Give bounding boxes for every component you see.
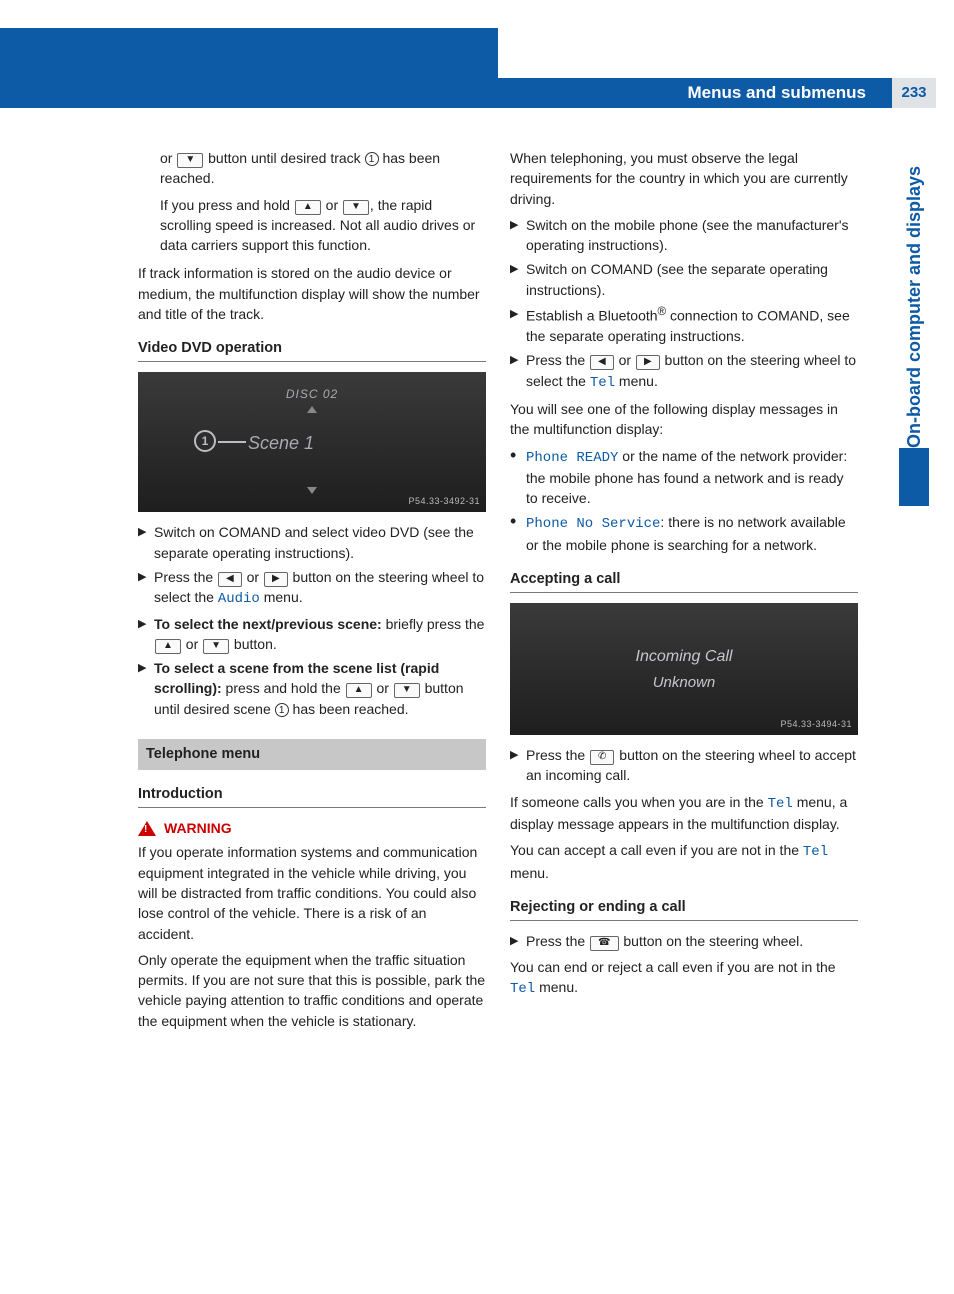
step: ▶ Switch on COMAND and select video DVD … — [138, 522, 486, 563]
side-tab-block — [899, 448, 929, 506]
triangle-up-icon — [307, 406, 317, 413]
section-heading: Video DVD operation — [138, 338, 486, 362]
up-key-icon: ▲ — [295, 200, 321, 215]
up-key-icon: ▲ — [155, 639, 181, 654]
triangle-right-icon: ▶ — [510, 215, 526, 256]
registered-icon: ® — [658, 305, 667, 318]
page-number: 233 — [892, 78, 936, 108]
disc-label: DISC 02 — [138, 386, 486, 403]
triangle-right-icon: ▶ — [510, 259, 526, 300]
display-dvd-image: DISC 02 1 Scene 1 P54.33-3492-31 — [138, 372, 486, 512]
triangle-right-icon: ▶ — [510, 350, 526, 393]
side-tab-text: On-board computer and displays — [901, 166, 927, 448]
warning-text: Only operate the equipment when the traf… — [138, 950, 486, 1031]
warning-text: If you operate information systems and c… — [138, 842, 486, 943]
triangle-right-icon: ▶ — [510, 931, 526, 951]
down-key-icon: ▼ — [203, 639, 229, 654]
list-item: • Phone No Service: there is no network … — [510, 512, 858, 555]
display-msg: Phone No Service — [526, 516, 660, 532]
para: If someone calls you when you are in the… — [510, 792, 858, 835]
section-heading: Accepting a call — [510, 569, 858, 593]
step: ▶ To select the next/previous scene: bri… — [138, 614, 486, 655]
bullet-icon: • — [510, 446, 526, 509]
para: If you press and hold ▲ or ▼, the rapid … — [138, 195, 486, 256]
image-ref: P54.33-3494-31 — [780, 718, 852, 731]
image-ref: P54.33-3492-31 — [408, 495, 480, 508]
para: You will see one of the following displa… — [510, 399, 858, 440]
right-column: When telephoning, you must observe the l… — [510, 148, 858, 1037]
warning-triangle-icon — [138, 821, 156, 836]
caller-label: Unknown — [653, 672, 716, 694]
para: When telephoning, you must observe the l… — [510, 148, 858, 209]
list-item: • Phone READY or the name of the network… — [510, 446, 858, 509]
section-heading: Introduction — [138, 784, 486, 808]
header-bar: Menus and submenus — [498, 78, 892, 108]
step: ▶ Press the ☎ button on the steering whe… — [510, 931, 858, 951]
circle-1-icon: 1 — [275, 703, 289, 717]
down-key-icon: ▼ — [177, 153, 203, 168]
triangle-right-icon: ▶ — [510, 745, 526, 786]
down-key-icon: ▼ — [343, 200, 369, 215]
menu-name: Tel — [768, 796, 793, 812]
triangle-right-icon: ▶ — [138, 567, 154, 610]
menu-name: Audio — [218, 591, 260, 607]
display-msg: Phone READY — [526, 450, 618, 466]
step: ▶ Press the ◀ or ▶ button on the steerin… — [510, 350, 858, 393]
step: ▶ Switch on COMAND (see the separate ope… — [510, 259, 858, 300]
triangle-right-icon: ▶ — [510, 304, 526, 346]
step: ▶ Press the ✆ button on the steering whe… — [510, 745, 858, 786]
right-key-icon: ▶ — [636, 355, 660, 370]
accept-call-key-icon: ✆ — [590, 750, 614, 765]
right-key-icon: ▶ — [264, 572, 288, 587]
triangle-right-icon: ▶ — [138, 614, 154, 655]
left-key-icon: ◀ — [590, 355, 614, 370]
left-column: or ▼ button until desired track 1 has be… — [138, 148, 486, 1037]
triangle-down-icon — [307, 487, 317, 494]
para: You can accept a call even if you are no… — [510, 840, 858, 883]
section-band: Telephone menu — [138, 739, 486, 770]
side-tab: On-board computer and displays — [896, 160, 932, 560]
top-stripe — [0, 28, 498, 108]
scene-label: Scene 1 — [248, 430, 314, 456]
display-call-image: Incoming Call Unknown P54.33-3494-31 — [510, 603, 858, 735]
step: ▶ Establish a Bluetooth® connection to C… — [510, 304, 858, 346]
end-call-key-icon: ☎ — [590, 936, 618, 951]
left-key-icon: ◀ — [218, 572, 242, 587]
menu-name: Tel — [803, 844, 828, 860]
triangle-right-icon: ▶ — [138, 658, 154, 719]
menu-name: Tel — [590, 375, 615, 391]
step: ▶ Switch on the mobile phone (see the ma… — [510, 215, 858, 256]
warning-heading: WARNING — [138, 818, 486, 838]
circle-1-icon: 1 — [365, 152, 379, 166]
marker-1-icon: 1 — [194, 430, 216, 452]
section-heading: Rejecting or ending a call — [510, 897, 858, 921]
marker-line — [218, 441, 246, 443]
para: or ▼ button until desired track 1 has be… — [138, 148, 486, 189]
step: ▶ To select a scene from the scene list … — [138, 658, 486, 719]
menu-name: Tel — [510, 981, 535, 997]
header-title: Menus and submenus — [687, 81, 866, 106]
step: ▶ Press the ◀ or ▶ button on the steerin… — [138, 567, 486, 610]
para: You can end or reject a call even if you… — [510, 957, 858, 1000]
triangle-right-icon: ▶ — [138, 522, 154, 563]
down-key-icon: ▼ — [394, 683, 420, 698]
bullet-icon: • — [510, 512, 526, 555]
para: If track information is stored on the au… — [138, 263, 486, 324]
up-key-icon: ▲ — [346, 683, 372, 698]
incoming-call-label: Incoming Call — [636, 645, 733, 668]
